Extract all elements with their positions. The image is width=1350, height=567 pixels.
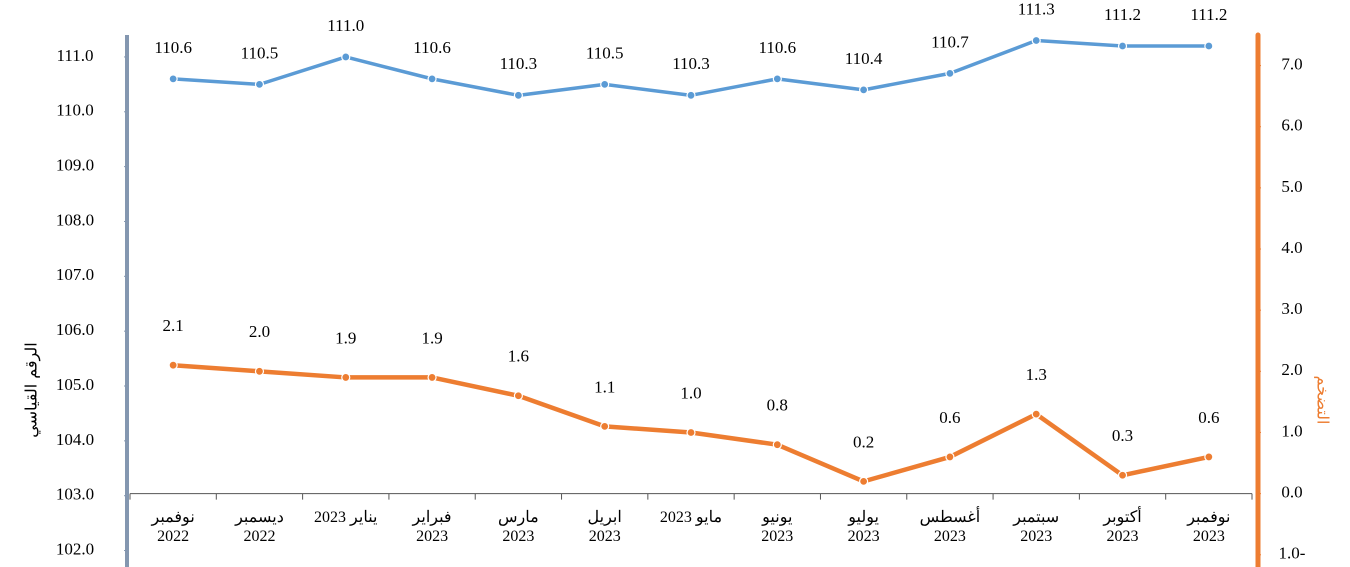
point bbox=[859, 476, 869, 486]
data-label: 1.9 bbox=[335, 328, 356, 347]
y2-tick-label: 3.0 bbox=[1281, 299, 1302, 318]
point bbox=[1117, 470, 1128, 480]
point bbox=[945, 452, 955, 462]
point bbox=[859, 85, 869, 95]
point bbox=[600, 421, 610, 431]
y-tick-label: 105.0 bbox=[56, 375, 94, 394]
x-tick-label: نوفمبر 2023 bbox=[1187, 509, 1231, 545]
point bbox=[254, 79, 265, 89]
data-label: 1.6 bbox=[508, 347, 529, 366]
data-label: 1.0 bbox=[680, 383, 701, 402]
data-label: 1.9 bbox=[421, 328, 442, 347]
x-tick-label: مارس 2023 bbox=[498, 509, 539, 545]
point bbox=[513, 90, 523, 100]
point bbox=[600, 79, 610, 89]
y-tick-label: 102.0 bbox=[56, 539, 94, 558]
data-label: 2.0 bbox=[249, 322, 270, 341]
y2-tick-label: 1.0 bbox=[1281, 421, 1302, 440]
y2-axis-title: التضخم bbox=[1314, 376, 1333, 425]
data-label: 1.3 bbox=[1026, 365, 1047, 384]
x-tick-label: يوليو 2023 bbox=[847, 509, 880, 545]
x-tick-label: أكتوبر 2023 bbox=[1103, 509, 1142, 545]
y2-tick-label: 4.0 bbox=[1281, 238, 1302, 257]
point bbox=[772, 74, 782, 84]
data-label: 0.6 bbox=[1198, 408, 1219, 427]
x-tick-label: نوفمبر 2022 bbox=[151, 509, 195, 545]
y2-tick-label: 6.0 bbox=[1281, 116, 1302, 135]
data-label: 111.2 bbox=[1104, 5, 1141, 24]
y2-tick-label: 1.0- bbox=[1279, 544, 1306, 563]
point bbox=[341, 372, 351, 383]
data-label: 110.4 bbox=[845, 49, 883, 68]
data-label: 110.3 bbox=[672, 54, 710, 73]
point bbox=[1117, 41, 1128, 51]
data-label: 111.2 bbox=[1190, 5, 1227, 24]
data-label: 110.3 bbox=[500, 54, 538, 73]
y2-tick-label: 7.0 bbox=[1281, 54, 1302, 73]
data-label: 1.1 bbox=[594, 377, 615, 396]
data-label: 110.7 bbox=[931, 32, 969, 51]
y2-tick-label: 2.0 bbox=[1281, 360, 1302, 379]
y2-tick-label: 5.0 bbox=[1281, 177, 1302, 196]
point bbox=[427, 372, 437, 383]
point bbox=[772, 440, 782, 450]
point bbox=[513, 391, 523, 401]
point bbox=[1031, 35, 1041, 46]
point bbox=[686, 90, 696, 100]
x-tick-label: فبراير 2023 bbox=[412, 509, 452, 545]
x-tick-label: سبتمبر 2023 bbox=[1013, 509, 1060, 545]
x-tick-label: يناير 2023 bbox=[314, 509, 378, 526]
y-tick-label: 111.0 bbox=[57, 46, 94, 65]
data-label: 0.8 bbox=[767, 396, 788, 415]
point bbox=[1031, 409, 1041, 419]
data-label: 110.6 bbox=[154, 38, 192, 57]
data-label: 110.5 bbox=[586, 43, 624, 62]
point bbox=[168, 360, 178, 370]
y-tick-label: 106.0 bbox=[56, 320, 94, 339]
data-label: 110.6 bbox=[758, 38, 796, 57]
point bbox=[168, 74, 178, 84]
point bbox=[945, 68, 955, 78]
data-label: 0.2 bbox=[853, 432, 874, 451]
x-tick-label: مايو 2023 bbox=[659, 509, 723, 526]
y-tick-label: 108.0 bbox=[56, 210, 94, 229]
y-tick-label: 107.0 bbox=[56, 265, 94, 284]
data-label: 111.3 bbox=[1018, 0, 1055, 18]
y2-tick-label: 0.0 bbox=[1281, 483, 1302, 502]
data-label: 111.0 bbox=[327, 16, 364, 35]
y-axis-title: الرقم القياسي bbox=[22, 342, 42, 437]
point bbox=[427, 74, 437, 84]
y-tick-label: 110.0 bbox=[56, 101, 94, 120]
data-label: 110.6 bbox=[413, 38, 451, 57]
data-label: 0.3 bbox=[1112, 426, 1133, 445]
point bbox=[254, 366, 265, 376]
y-tick-label: 104.0 bbox=[56, 430, 94, 449]
x-tick-label: أغسطس 2023 bbox=[919, 509, 981, 545]
data-label: 0.6 bbox=[939, 408, 960, 427]
point bbox=[341, 52, 351, 62]
point bbox=[1204, 41, 1214, 51]
y-tick-label: 103.0 bbox=[56, 485, 94, 504]
data-label: 110.5 bbox=[241, 43, 279, 62]
point bbox=[686, 427, 696, 438]
y-tick-label: 109.0 bbox=[56, 156, 94, 175]
point bbox=[1204, 452, 1214, 462]
x-tick-label: ابريل 2023 bbox=[587, 509, 622, 545]
x-tick-label: ديسمبر 2022 bbox=[235, 509, 284, 545]
data-label: 2.1 bbox=[163, 316, 184, 335]
x-tick-label: يونيو 2023 bbox=[761, 509, 794, 545]
